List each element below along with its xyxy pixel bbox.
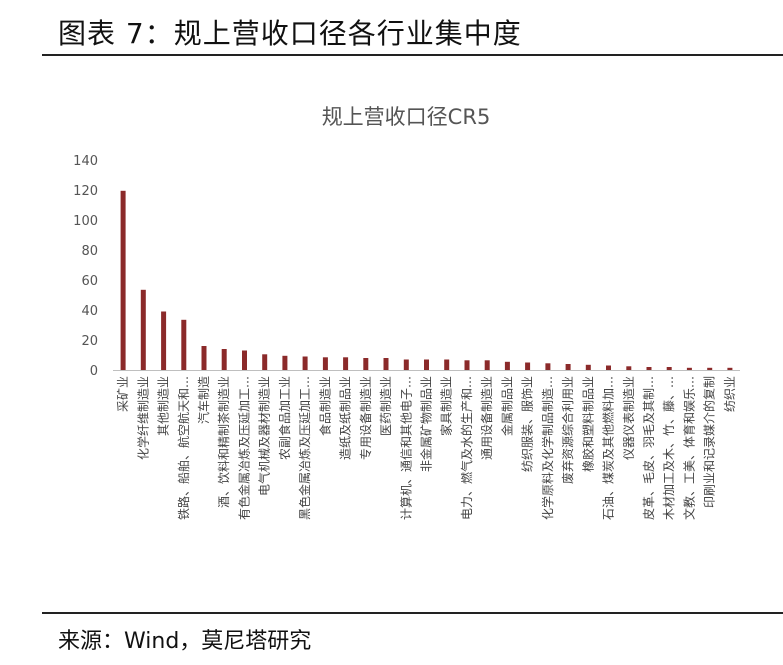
bar <box>242 350 247 370</box>
bar <box>262 354 268 371</box>
y-tick-label: 140 <box>73 154 98 169</box>
bar <box>464 360 470 371</box>
y-tick-label: 20 <box>81 334 98 349</box>
x-tick-label: 电力、燃气及水的生产和… <box>459 376 474 520</box>
bar <box>727 367 733 371</box>
x-tick-label: 采矿业 <box>116 376 130 412</box>
bar <box>686 367 692 371</box>
bar <box>565 364 571 370</box>
top-rule <box>42 54 783 56</box>
x-axis-labels: 采矿业 化学纤维制造业 其他制造业 铁路、船舶、航空航天和… 汽车制造 酒、饮料和精制茶制… <box>116 376 737 520</box>
x-tick-label: 其他制造业 <box>157 376 171 436</box>
x-tick-label: 医药制造业 <box>379 376 393 436</box>
bar <box>403 359 409 370</box>
x-tick-label: 铁路、船舶、航空航天和… <box>176 376 191 520</box>
x-tick-label: 专用设备制造业 <box>358 376 373 460</box>
bar <box>504 361 510 371</box>
bars-group <box>120 190 733 371</box>
bar <box>666 367 672 370</box>
bar-chart: 规上营收口径CR5 0 20 40 60 80 100 120 140 采矿业 化学纤维制造业其… <box>73 105 740 520</box>
x-tick-label: 家具制造业 <box>439 376 454 436</box>
y-tick-label: 100 <box>73 214 98 229</box>
bar <box>302 356 308 370</box>
x-tick-label: 石油、煤炭及其他燃料加… <box>601 376 616 520</box>
x-tick-label: 橡胶和塑料制品业 <box>580 376 595 472</box>
bar <box>707 367 713 371</box>
bar <box>181 319 187 371</box>
bar <box>545 363 551 371</box>
bar <box>626 366 632 371</box>
x-tick-label: 化学原料及化学制品制造… <box>540 376 555 520</box>
bar <box>282 355 288 371</box>
x-tick-label: 食品制造业 <box>317 376 332 436</box>
bar <box>646 367 652 370</box>
bar <box>424 359 429 370</box>
x-tick-label: 皮革、毛皮、羽毛及其制… <box>642 376 656 520</box>
x-tick-label: 通用设备制造业 <box>480 376 494 460</box>
bar <box>120 190 126 371</box>
x-tick-label: 文教、工美、体育和娱乐… <box>681 376 696 520</box>
x-tick-label: 酒、饮料和精制茶制造业 <box>216 376 231 508</box>
figure-heading: 图表 7：规上营收口径各行业集中度 <box>58 17 522 50</box>
x-tick-label: 纺织服装、服饰业 <box>521 376 535 472</box>
bar <box>343 357 349 371</box>
bar <box>444 359 450 370</box>
x-tick-label: 非金属矿物制品业 <box>419 376 434 472</box>
y-tick-label: 60 <box>81 274 98 289</box>
bar <box>363 358 369 370</box>
bar <box>606 365 611 370</box>
y-tick-label: 120 <box>73 184 98 199</box>
x-tick-label: 仪器仪表制造业 <box>622 376 636 460</box>
x-tick-label: 造纸及纸制品业 <box>339 376 353 460</box>
x-tick-label: 废弃资源综合利用业 <box>560 376 575 484</box>
y-tick-label: 0 <box>90 364 98 379</box>
x-tick-label: 木材加工及木、竹、藤、… <box>662 376 676 520</box>
bar <box>383 358 389 370</box>
bar <box>322 357 328 371</box>
bar <box>221 349 227 370</box>
x-tick-label: 印刷业和记录媒介的复制 <box>702 376 717 508</box>
x-tick-label: 农副食品加工业 <box>277 376 292 460</box>
y-axis: 0 20 40 60 80 100 120 140 <box>73 154 98 379</box>
x-tick-label: 金属制品业 <box>499 376 514 436</box>
bar <box>585 364 591 371</box>
x-tick-label: 纺织业 <box>723 376 737 412</box>
source-note: 来源：Wind，莫尼塔研究 <box>58 629 312 654</box>
x-tick-label: 化学纤维制造业 <box>135 376 150 460</box>
bar <box>201 346 207 370</box>
x-tick-label: 汽车制造 <box>196 376 211 424</box>
bar <box>161 311 167 370</box>
x-tick-label: 电气机械及器材制造业 <box>257 376 272 496</box>
bar <box>525 362 531 370</box>
y-tick-label: 80 <box>81 244 98 259</box>
x-tick-label: 计算机、通信和其他电子… <box>398 376 413 520</box>
x-tick-label: 有色金属冶炼及压延加工… <box>237 376 252 520</box>
bottom-rule <box>42 612 783 614</box>
chart-title: 规上营收口径CR5 <box>322 105 491 129</box>
y-tick-label: 40 <box>81 304 98 319</box>
bar <box>484 360 490 371</box>
x-tick-label: 黑色金属冶炼及压延加工… <box>297 376 312 520</box>
bar <box>140 289 146 371</box>
